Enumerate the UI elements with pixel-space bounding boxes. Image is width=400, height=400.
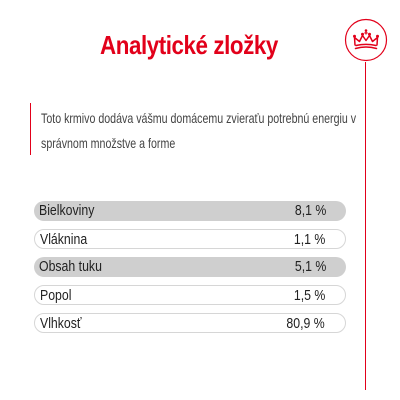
nutrient-label: Vlhkosť	[40, 315, 82, 332]
nutrient-value: 1,5 %	[293, 287, 325, 304]
nutrient-row-protein: Bielkoviny 8,1 %	[34, 201, 346, 221]
nutrient-label: Vláknina	[40, 231, 88, 248]
nutrient-table: Bielkoviny 8,1 % Vláknina 1,1 % Obsah tu…	[34, 201, 346, 341]
nutrient-row-ash: Popol 1,5 %	[34, 285, 346, 305]
nutrient-label: Obsah tuku	[39, 258, 102, 275]
page-title: Analytické zložky	[100, 30, 278, 60]
nutrient-value: 1,1 %	[293, 231, 325, 248]
intro-text: Toto krmivo dodáva vášmu domácemu zviera…	[41, 110, 357, 151]
intro-block: Toto krmivo dodáva vášmu domácemu zviera…	[30, 103, 356, 155]
vertical-divider	[365, 62, 366, 390]
crown-icon	[344, 18, 388, 62]
nutrient-value: 5,1 %	[294, 258, 326, 275]
nutrient-row-moisture: Vlhkosť 80,9 %	[34, 313, 346, 333]
intro-accent-bar	[30, 103, 31, 155]
nutrient-label: Popol	[40, 287, 72, 304]
nutrient-value: 80,9 %	[286, 315, 325, 332]
nutrient-label: Bielkoviny	[39, 202, 95, 219]
nutrient-row-fat: Obsah tuku 5,1 %	[34, 257, 346, 277]
brand-logo	[344, 18, 388, 62]
nutrient-row-fiber: Vláknina 1,1 %	[34, 229, 346, 249]
nutrient-value: 8,1 %	[294, 202, 326, 219]
